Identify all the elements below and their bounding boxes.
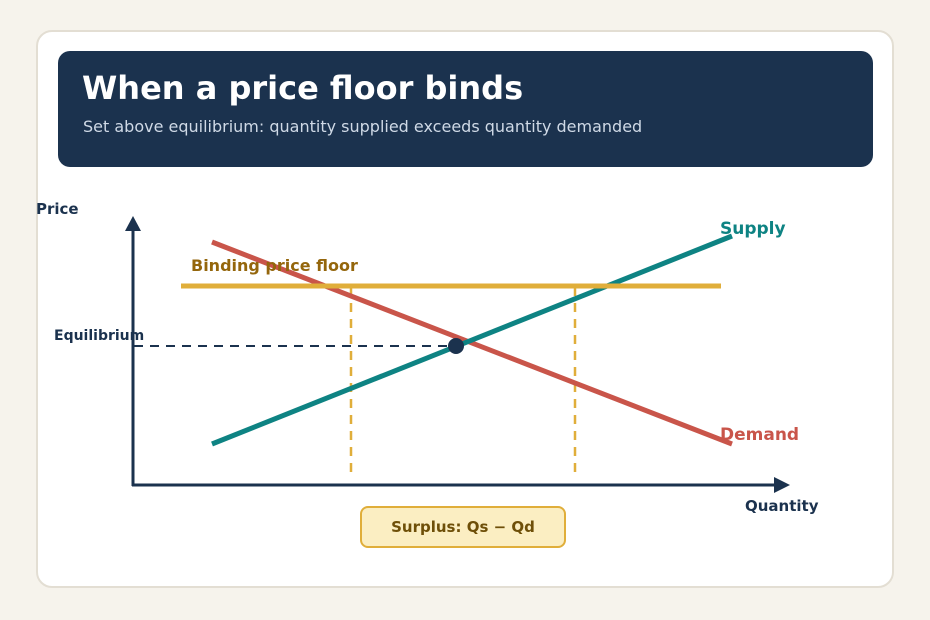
equilibrium-label: Equilibrium bbox=[54, 328, 144, 344]
y-axis-label: Price bbox=[36, 200, 79, 218]
surplus-label: Surplus: Qs − Qd bbox=[391, 518, 535, 536]
equilibrium-point bbox=[448, 338, 464, 354]
price-floor-label: Binding price floor bbox=[191, 256, 358, 275]
x-axis-label: Quantity bbox=[745, 497, 819, 515]
demand-curve bbox=[211, 239, 733, 447]
x-axis-arrow bbox=[774, 477, 790, 493]
page-title: When a price floor binds bbox=[82, 69, 524, 107]
supply-curve bbox=[211, 233, 733, 447]
supply-label: Supply bbox=[720, 219, 786, 239]
header-banner: When a price floor binds Set above equil… bbox=[58, 51, 873, 167]
demand-label: Demand bbox=[720, 425, 799, 445]
y-axis-arrow bbox=[125, 216, 141, 231]
surplus-callout: Surplus: Qs − Qd bbox=[360, 506, 566, 548]
page-subtitle: Set above equilibrium: quantity supplied… bbox=[83, 117, 643, 136]
